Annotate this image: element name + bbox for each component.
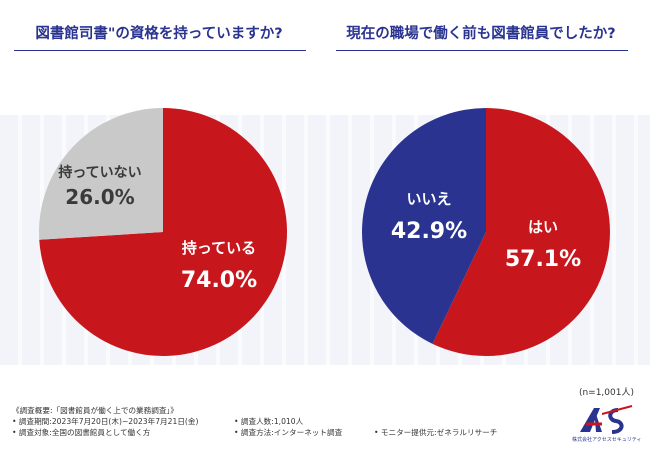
pie-left-slice-0 [39, 108, 287, 356]
company-logo: 株式会社アクセスセキュリティ [572, 404, 642, 444]
pie-right-slice-1 [361, 108, 486, 344]
logo-mark-icon [580, 405, 633, 434]
slice-value-right-1: 42.9% [391, 219, 467, 244]
slice-label-right-0: はい [528, 218, 558, 236]
chart-title-left: 図書館司書"の資格を持っていますか? [35, 26, 283, 42]
pie-left-slice-1 [39, 108, 163, 240]
note-provider: • モニター提供元:ゼネラルリサーチ [374, 428, 498, 437]
pie-right-slice-0 [432, 108, 610, 356]
title-underline-right [336, 50, 628, 51]
pie-chart-left [39, 108, 287, 356]
slice-label-left-0: 持っている [182, 239, 256, 257]
title-underline-left [14, 50, 306, 51]
note-target: • 調査対象:全国の図書館員として働く方 [12, 428, 151, 437]
slice-value-left-0: 74.0% [181, 268, 257, 293]
sample-size-label: (n=1,001人) [578, 388, 634, 398]
note-method: • 調査方法:インターネット調査 [234, 428, 343, 437]
note-overview: 《調査概要:「図書館員が働く上での業務調査」》 [12, 406, 178, 415]
slice-value-left-1: 26.0% [65, 185, 134, 209]
slice-label-right-1: いいえ [406, 190, 451, 208]
logo-subtext: 株式会社アクセスセキュリティ [572, 437, 642, 443]
slice-label-left-1: 持っていない [58, 164, 141, 181]
chart-title-right: 現在の職場で働く前も図書館員でしたか? [346, 26, 616, 42]
note-period: • 調査期間:2023年7月20日(木)~2023年7月21日(金) [12, 417, 199, 426]
pie-chart-right [361, 108, 610, 356]
note-people: • 調査人数:1,010人 [234, 417, 304, 426]
slice-value-right-0: 57.1% [505, 247, 581, 272]
